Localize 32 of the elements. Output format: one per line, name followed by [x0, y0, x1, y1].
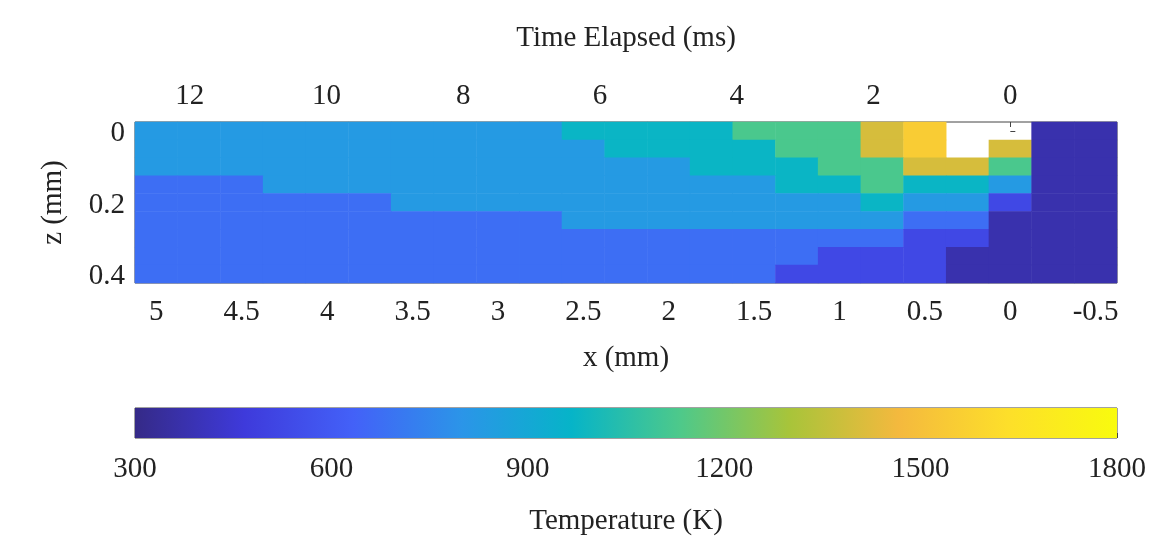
- x2-tick-label: 10: [311, 77, 341, 110]
- x-tick-label: 4.5: [223, 293, 260, 326]
- x2-tick-label: 8: [456, 77, 471, 110]
- y-axis-title: z (mm): [34, 160, 68, 245]
- x-tick-label: 1.5: [735, 293, 773, 326]
- color-bar-label: 600: [309, 450, 354, 483]
- y-tick-label: 0: [110, 114, 125, 147]
- color-bar-title: Temperature (K): [529, 502, 723, 536]
- x2-tick-label: 4: [729, 77, 745, 110]
- color-bar-label: 1500: [891, 450, 950, 483]
- y-tick-label: 0.2: [88, 186, 125, 219]
- x-tick-label: -0.5: [1072, 293, 1119, 326]
- x-tick-label: 1: [832, 293, 847, 326]
- color-bar-label: 900: [506, 450, 550, 483]
- x-tick-label: 2: [661, 293, 676, 326]
- x2-tick-label: 12: [175, 77, 205, 110]
- x-tick-label: 0: [1003, 293, 1018, 326]
- color-bar-label: 1800: [1088, 450, 1146, 483]
- color-bar-label: 1200: [695, 450, 754, 483]
- x-tick-label: 3: [490, 293, 506, 326]
- x-tick-label: 4: [319, 293, 335, 326]
- y-tick-label: 0.4: [88, 258, 126, 291]
- x2-tick-label: 6: [592, 77, 608, 110]
- color-bar-label: 300: [113, 450, 157, 483]
- x-tick-label: 2.5: [565, 293, 602, 326]
- x2-axis-title: Time Elapsed (ms): [516, 19, 736, 53]
- x-tick-label: 3.5: [394, 293, 431, 326]
- x2-tick-label: 0: [1003, 77, 1018, 110]
- x-tick-label: 5: [149, 293, 164, 326]
- x2-tick-label: 2: [866, 77, 881, 110]
- x-axis-title: x (mm): [582, 339, 670, 373]
- x-tick-label: 0.5: [906, 293, 943, 326]
